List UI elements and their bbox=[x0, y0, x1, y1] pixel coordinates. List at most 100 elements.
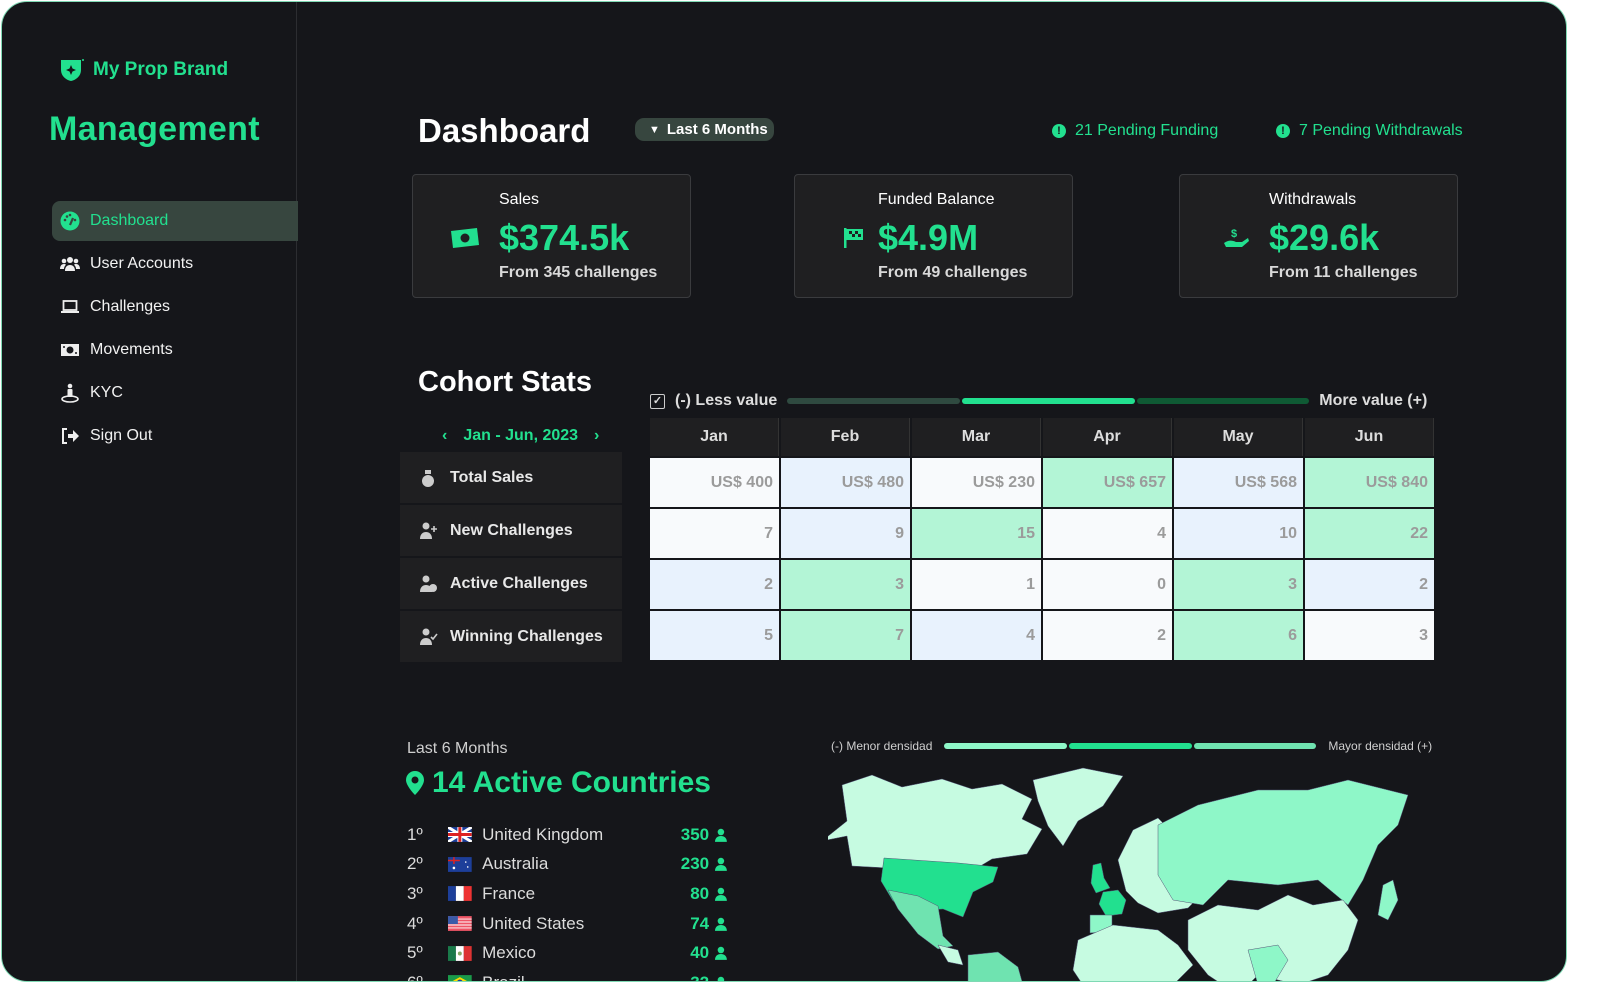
row-label: Winning Challenges bbox=[400, 611, 622, 662]
map-france[interactable] bbox=[1098, 889, 1127, 917]
row-label: Total Sales bbox=[400, 452, 622, 503]
map-greenland[interactable] bbox=[1032, 767, 1124, 847]
caret-down-icon: ▼ bbox=[649, 123, 660, 136]
map-mexico[interactable] bbox=[887, 889, 954, 950]
map-africa[interactable] bbox=[1072, 924, 1194, 982]
pending-withdrawals-link[interactable]: ! 7 Pending Withdrawals bbox=[1276, 122, 1463, 140]
alert-icon: ! bbox=[1276, 124, 1290, 138]
flag-mx-icon bbox=[448, 945, 473, 961]
table-cell: 0 bbox=[1043, 558, 1172, 609]
chevron-right-icon[interactable]: › bbox=[594, 427, 600, 444]
country-row[interactable]: 4º United States 74 bbox=[407, 909, 727, 939]
country-count: 350 bbox=[680, 824, 710, 844]
hand-dollar-icon: $ bbox=[1224, 228, 1249, 247]
person-pin-icon bbox=[61, 383, 79, 403]
pending-funding-text: 21 Pending Funding bbox=[1075, 122, 1219, 139]
table-cell: 1 bbox=[912, 558, 1041, 609]
map-japan[interactable] bbox=[1377, 879, 1399, 921]
country-row[interactable]: 3º France 80 bbox=[407, 879, 727, 909]
money-icon bbox=[451, 228, 479, 248]
row-label-text: New Challenges bbox=[450, 521, 573, 539]
map-uk[interactable] bbox=[1090, 862, 1111, 894]
countries-period: Last 6 Months bbox=[407, 740, 508, 757]
country-row[interactable]: 2º Australia 230 bbox=[407, 850, 727, 880]
sidebar: My Prop Brand Management Dashboard User … bbox=[2, 2, 298, 981]
map-legend-less: (-) Menor densidad bbox=[831, 739, 933, 753]
country-count: 80 bbox=[690, 883, 710, 903]
map-canada[interactable] bbox=[828, 774, 1043, 875]
card-label: Funded Balance bbox=[878, 191, 995, 208]
flag-fr-icon bbox=[448, 886, 473, 902]
country-list: 1º United Kingdom 350 2º Australia 230 3º Franc… bbox=[407, 820, 727, 981]
pending-funding-link[interactable]: ! 21 Pending Funding bbox=[1052, 122, 1218, 140]
gauge-icon bbox=[60, 211, 80, 231]
sidebar-item-sign-out[interactable]: Sign Out bbox=[52, 416, 298, 456]
table-cell: US$ 480 bbox=[781, 456, 910, 507]
map-legend: (-) Menor densidad Mayor densidad (+) bbox=[831, 739, 1432, 753]
flag-us-icon bbox=[448, 916, 473, 931]
map-russia[interactable] bbox=[1157, 779, 1409, 906]
country-name: Australia bbox=[482, 854, 549, 874]
country-rank: 6º bbox=[407, 973, 448, 981]
map-asia[interactable] bbox=[1187, 894, 1359, 982]
section-title: Management bbox=[49, 110, 260, 148]
sales-card: Sales $374.5k From 345 challenges bbox=[412, 174, 691, 298]
cohort-table: Jan Feb Mar Apr May Jun US$ 400 US$ 480 US$ 230 U… bbox=[648, 418, 1436, 660]
user-check-icon bbox=[420, 628, 438, 645]
table-cell: 5 bbox=[650, 609, 779, 660]
withdrawals-card: Withdrawals $ $29.6k From 11 challenges bbox=[1179, 174, 1458, 298]
month-header: Apr bbox=[1043, 418, 1172, 456]
pending-withdrawals-text: 7 Pending Withdrawals bbox=[1299, 122, 1463, 139]
range-dropdown[interactable]: ▼ Last 6 Months bbox=[635, 118, 774, 141]
sidebar-item-label: Dashboard bbox=[90, 212, 169, 229]
user-plus-icon bbox=[420, 522, 437, 539]
card-value: $374.5k bbox=[499, 217, 630, 258]
map-pin-icon bbox=[406, 771, 424, 795]
table-cell: 15 bbox=[912, 507, 1041, 558]
user-icon bbox=[715, 917, 727, 931]
checkbox-icon[interactable]: ✓ bbox=[650, 393, 665, 409]
sidebar-item-movements[interactable]: Movements bbox=[52, 330, 298, 370]
card-subtext: From 11 challenges bbox=[1269, 264, 1418, 281]
users-icon bbox=[60, 257, 80, 271]
row-label-text: Winning Challenges bbox=[450, 627, 603, 645]
user-clock-icon bbox=[420, 575, 437, 592]
money-icon bbox=[61, 344, 79, 356]
sidebar-item-dashboard[interactable]: Dashboard bbox=[52, 201, 298, 241]
brand-name: My Prop Brand bbox=[93, 59, 229, 80]
table-cell: US$ 568 bbox=[1174, 456, 1303, 507]
map-central-america[interactable] bbox=[937, 944, 964, 966]
user-icon bbox=[715, 887, 727, 901]
svg-text:$: $ bbox=[1231, 228, 1237, 240]
legend-less: (-) Less value bbox=[675, 392, 778, 409]
brand-logo[interactable]: My Prop Brand bbox=[59, 58, 228, 82]
country-rank: 2º bbox=[407, 854, 423, 874]
card-label: Withdrawals bbox=[1269, 191, 1357, 208]
country-count: 40 bbox=[690, 943, 710, 963]
country-count: 74 bbox=[690, 913, 710, 933]
map-india[interactable] bbox=[1247, 944, 1289, 982]
chevron-left-icon[interactable]: ‹ bbox=[442, 427, 448, 444]
sidebar-item-label: User Accounts bbox=[90, 255, 194, 272]
laptop-icon bbox=[61, 300, 79, 313]
month-header: Jun bbox=[1305, 418, 1434, 456]
table-cell: 2 bbox=[1305, 558, 1434, 609]
table-cell: 3 bbox=[781, 558, 910, 609]
world-map[interactable] bbox=[828, 760, 1438, 982]
sidebar-item-user-accounts[interactable]: User Accounts bbox=[52, 244, 298, 284]
country-row[interactable]: 6º Brazil32 bbox=[407, 968, 727, 981]
sidebar-item-kyc[interactable]: KYC bbox=[52, 373, 298, 413]
month-header: Mar bbox=[912, 418, 1041, 456]
card-subtext: From 345 challenges bbox=[499, 264, 658, 281]
value-legend: ✓ (-) Less value More value (+) bbox=[650, 392, 1427, 410]
sidebar-item-challenges[interactable]: Challenges bbox=[52, 287, 298, 327]
country-row[interactable]: 1º United Kingdom 350 bbox=[407, 820, 727, 850]
map-south-america[interactable] bbox=[967, 951, 1023, 982]
country-name: United States bbox=[482, 913, 585, 933]
shield-logo-icon bbox=[61, 59, 84, 81]
country-rank: 1º bbox=[407, 824, 423, 844]
country-row[interactable]: 5º Mexico 40 bbox=[407, 938, 727, 968]
app-window: My Prop Brand Management Dashboard User … bbox=[1, 1, 1567, 982]
table-row: US$ 400 US$ 480 US$ 230 US$ 657 US$ 568 US$ 8… bbox=[650, 456, 1434, 507]
